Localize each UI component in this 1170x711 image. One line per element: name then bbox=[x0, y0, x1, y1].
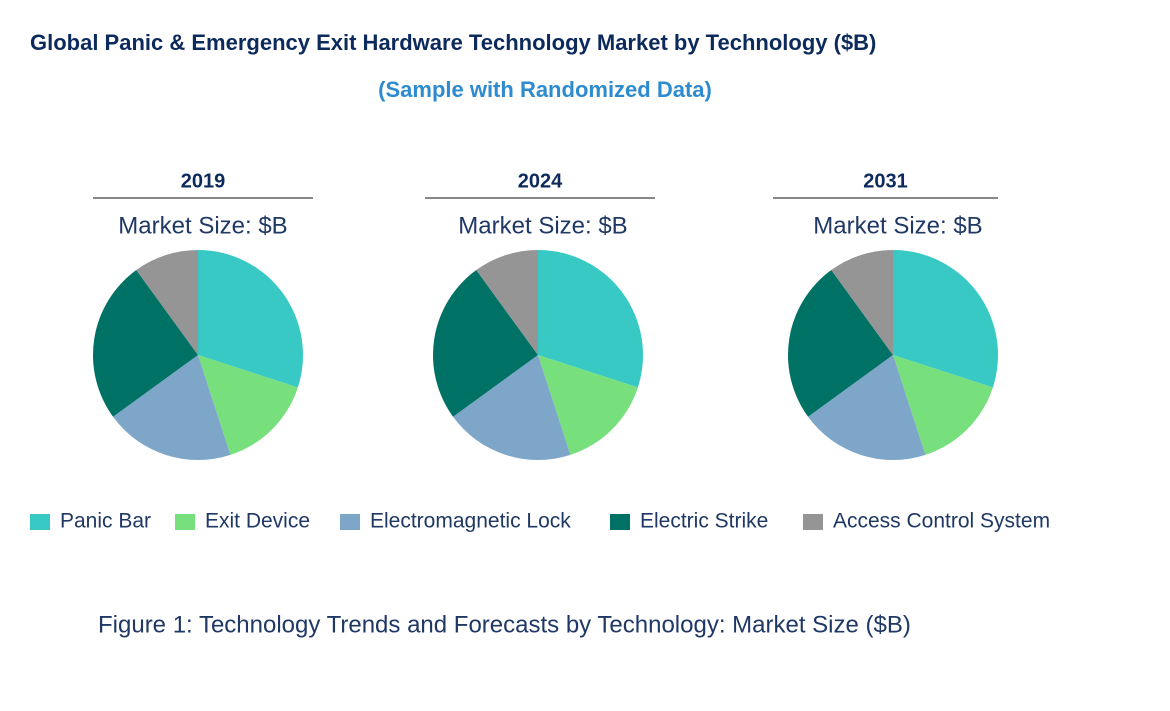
pie-slice bbox=[808, 355, 926, 460]
pie-title: 2019 bbox=[181, 170, 226, 192]
pie-slice bbox=[198, 355, 298, 455]
pie-slice bbox=[136, 250, 198, 355]
pie-subtitle: Market Size: $B bbox=[813, 212, 982, 239]
legend-label: Exit Device bbox=[205, 510, 310, 533]
pie-title: 2024 bbox=[518, 170, 563, 192]
pie-slice bbox=[453, 355, 571, 461]
legend-label: Electromagnetic Lock bbox=[370, 510, 571, 533]
pie-slice bbox=[538, 355, 638, 455]
pie-slice bbox=[893, 250, 999, 388]
pie-slice bbox=[831, 250, 893, 355]
chart-subtitle: (Sample with Randomized Data) bbox=[378, 77, 712, 102]
pie-slice bbox=[476, 250, 538, 355]
caption: Figure 1: Technology Trends and Forecast… bbox=[98, 611, 911, 638]
pie-slice bbox=[893, 355, 993, 455]
legend-label: Panic Bar bbox=[60, 510, 151, 533]
pie-slice bbox=[788, 270, 893, 417]
legend-label: Access Control System bbox=[833, 510, 1050, 533]
pie-slice bbox=[93, 270, 198, 417]
legend-swatch bbox=[340, 514, 360, 530]
pie-subtitle: Market Size: $B bbox=[118, 212, 287, 239]
legend-swatch bbox=[175, 514, 195, 530]
pie-slice bbox=[113, 355, 231, 460]
pie-slice bbox=[198, 250, 303, 388]
legend-label: Electric Strike bbox=[640, 510, 768, 533]
pie-slice bbox=[538, 250, 644, 388]
legend-swatch bbox=[610, 514, 630, 530]
chart-title: Global Panic & Emergency Exit Hardware T… bbox=[30, 30, 876, 55]
pie-title: 2031 bbox=[863, 170, 908, 192]
pie-subtitle: Market Size: $B bbox=[458, 212, 627, 239]
pie-slice bbox=[433, 270, 538, 417]
legend-swatch bbox=[803, 514, 823, 530]
legend-swatch bbox=[30, 514, 50, 530]
